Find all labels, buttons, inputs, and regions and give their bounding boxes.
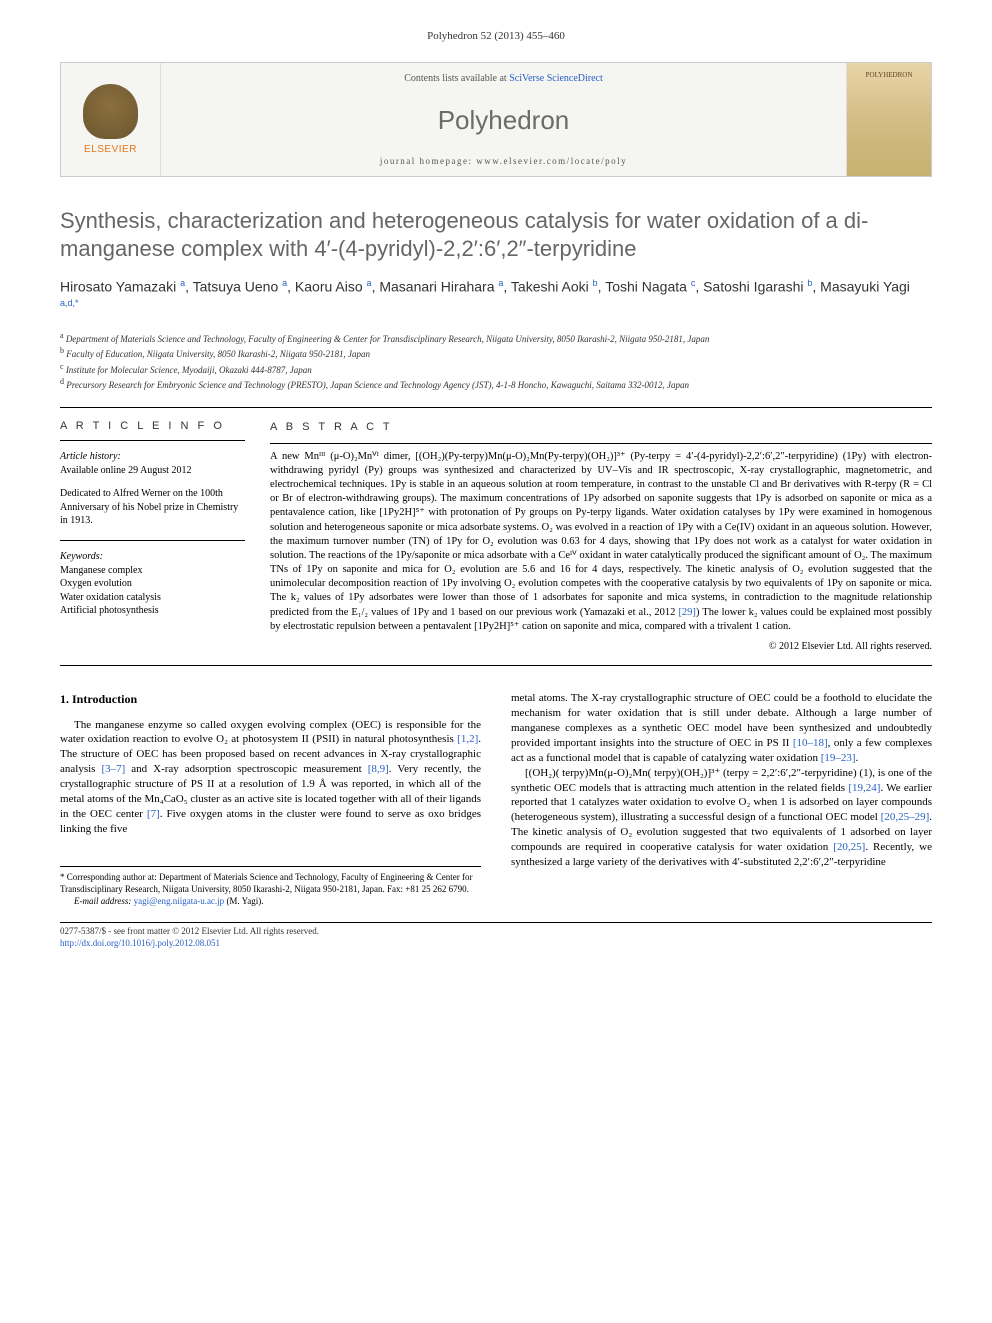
keyword-3: Artificial photosynthesis	[60, 604, 245, 618]
sciencedirect-link[interactable]: SciVerse ScienceDirect	[509, 73, 603, 84]
intro-para-2: [(OH₂)( terpy)Mn(μ-O)₂Mn( terpy)(OH₂)]³⁺…	[511, 766, 932, 870]
elsevier-name: ELSEVIER	[84, 144, 137, 155]
keyword-1: Oxygen evolution	[60, 577, 245, 591]
abstract-heading: A B S T R A C T	[270, 420, 932, 435]
body-column-right: metal atoms. The X-ray crystallographic …	[511, 691, 932, 907]
history-text: Available online 29 August 2012	[60, 464, 245, 478]
ref-20-25-29[interactable]: [20,25–29]	[881, 811, 930, 823]
ref-7[interactable]: [7]	[147, 808, 160, 820]
keyword-2: Water oxidation catalysis	[60, 591, 245, 605]
affiliations: a Department of Materials Science and Te…	[60, 330, 932, 392]
abstract-column: A B S T R A C T A new Mnᴵᴵᴵ (μ-O)₂Mnⱽᴵ d…	[270, 420, 932, 654]
body-column-left: 1. Introduction The manganese enzyme so …	[60, 691, 481, 907]
info-divider-2	[60, 540, 245, 541]
article-info-column: A R T I C L E I N F O Article history: A…	[60, 420, 270, 654]
info-heading: A R T I C L E I N F O	[60, 420, 245, 432]
section-heading: 1. Introduction	[60, 691, 481, 707]
ref-20-25[interactable]: [20,25]	[833, 841, 865, 853]
copyright-line: © 2012 Elsevier Ltd. All rights reserved…	[270, 640, 932, 654]
issn-line: 0277-5387/$ - see front matter © 2012 El…	[60, 926, 932, 938]
bottom-divider	[60, 665, 932, 666]
journal-name: Polyhedron	[171, 105, 836, 136]
journal-cover-thumb: POLYHEDRON	[846, 63, 931, 176]
keywords-label: Keywords:	[60, 551, 245, 562]
intro-para-1-cont: metal atoms. The X-ray crystallographic …	[511, 691, 932, 765]
affiliation-a: a Department of Materials Science and Te…	[60, 330, 932, 346]
corresponding-email[interactable]: yagi@eng.niigata-u.ac.jp	[134, 896, 225, 906]
authors-list: Hirosato Yamazaki a, Tatsuya Ueno a, Kao…	[60, 277, 932, 318]
dedication-text: Dedicated to Alfred Werner on the 100th …	[60, 487, 245, 528]
homepage-line: journal homepage: www.elsevier.com/locat…	[171, 156, 836, 166]
page-citation-header: Polyhedron 52 (2013) 455–460	[0, 0, 992, 52]
intro-para-1: The manganese enzyme so called oxygen ev…	[60, 718, 481, 837]
history-label: Article history:	[60, 451, 245, 462]
ref-3-7[interactable]: [3–7]	[101, 763, 125, 775]
doi-link[interactable]: http://dx.doi.org/10.1016/j.poly.2012.08…	[60, 938, 220, 948]
affiliation-b: b Faculty of Education, Niigata Universi…	[60, 345, 932, 361]
page-footer: 0277-5387/$ - see front matter © 2012 El…	[60, 922, 932, 949]
citation-text: Polyhedron 52 (2013) 455–460	[427, 30, 565, 42]
ref-19-23[interactable]: [19–23]	[821, 752, 856, 764]
affiliation-d: d Precursory Research for Embryonic Scie…	[60, 376, 932, 392]
info-abstract-row: A R T I C L E I N F O Article history: A…	[60, 408, 932, 666]
info-divider-1	[60, 440, 245, 441]
ref-19-24[interactable]: [19,24]	[848, 782, 880, 794]
abstract-text: A new Mnᴵᴵᴵ (μ-O)₂Mnⱽᴵ dimer, [(OH₂)(Py-…	[270, 450, 932, 634]
ref-8-9[interactable]: [8,9]	[368, 763, 389, 775]
corresponding-author-footnote: * Corresponding author at: Department of…	[60, 866, 481, 907]
abstract-divider	[270, 443, 932, 444]
elsevier-logo: ELSEVIER	[61, 63, 161, 176]
journal-header-box: ELSEVIER Contents lists available at Sci…	[60, 62, 932, 177]
article-title: Synthesis, characterization and heteroge…	[60, 207, 932, 262]
keyword-0: Manganese complex	[60, 564, 245, 578]
contents-line: Contents lists available at SciVerse Sci…	[171, 73, 836, 84]
elsevier-tree-icon	[83, 84, 138, 139]
journal-center: Contents lists available at SciVerse Sci…	[161, 63, 846, 176]
footer-divider	[60, 922, 932, 923]
affiliation-c: c Institute for Molecular Science, Myoda…	[60, 361, 932, 377]
body-columns: 1. Introduction The manganese enzyme so …	[60, 691, 932, 907]
ref-10-18[interactable]: [10–18]	[793, 737, 828, 749]
ref-1-2[interactable]: [1,2]	[457, 733, 478, 745]
ref-29[interactable]: [29]	[678, 607, 696, 618]
